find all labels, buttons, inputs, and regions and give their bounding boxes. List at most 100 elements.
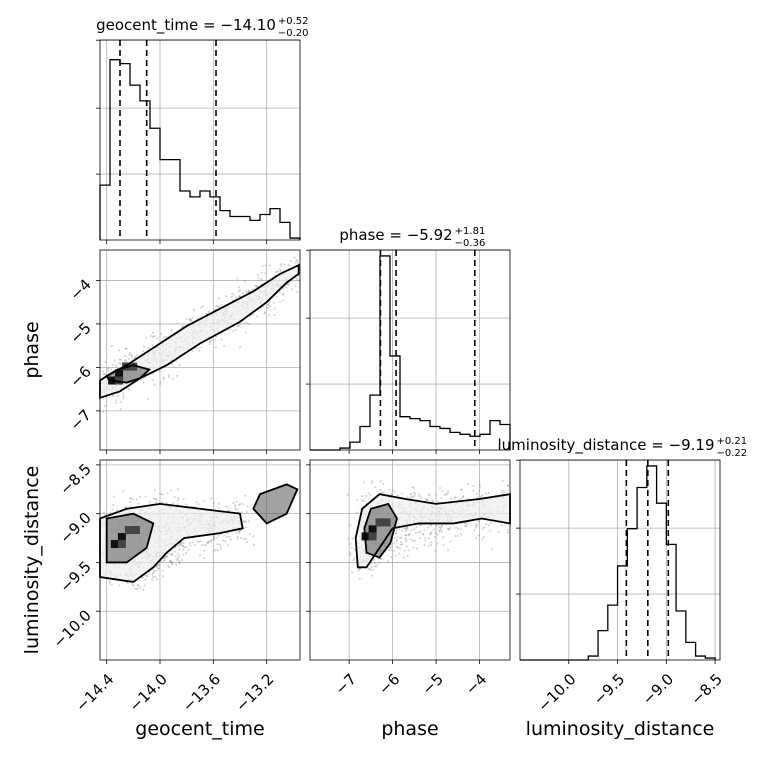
sample-point [207, 310, 210, 313]
sample-point [459, 528, 462, 531]
sample-point [173, 496, 176, 499]
sample-point [218, 506, 221, 509]
sample-point [351, 537, 354, 540]
sample-point [157, 567, 160, 570]
sample-point [171, 563, 174, 566]
sample-point [438, 525, 441, 528]
sample-point [349, 542, 352, 545]
sample-point [235, 508, 238, 511]
sample-point [373, 565, 376, 568]
sample-point [214, 548, 217, 551]
sample-point [179, 542, 182, 545]
sample-point [501, 524, 504, 527]
sample-point [272, 301, 275, 304]
sample-point [412, 495, 415, 498]
sample-point [166, 492, 169, 495]
xtick-label-luminosity_distance: −8.5 [687, 670, 725, 708]
sample-point [171, 553, 174, 556]
sample-point [151, 344, 154, 347]
density-fill [106, 513, 154, 563]
sample-point [208, 342, 211, 345]
sample-point [235, 277, 238, 280]
sample-point [191, 350, 194, 353]
sample-point [245, 510, 248, 513]
sample-point [103, 373, 106, 376]
sample-point [380, 557, 383, 560]
sample-point [118, 584, 121, 587]
sample-point [103, 405, 106, 408]
sample-point [232, 330, 235, 333]
sample-point [395, 532, 398, 535]
sample-point [159, 382, 162, 385]
sample-point [122, 490, 125, 493]
sample-point [120, 362, 123, 365]
sample-point [477, 489, 480, 492]
sample-point [403, 549, 406, 552]
sample-point [436, 542, 439, 545]
ytick-label-phase: −7 [66, 406, 94, 434]
sample-point [199, 554, 202, 557]
sample-point [167, 374, 170, 377]
sample-point [182, 541, 185, 544]
sample-point [487, 524, 490, 527]
sample-point [118, 349, 121, 352]
sample-point [399, 543, 402, 546]
sample-point [401, 492, 404, 495]
sample-point [243, 520, 246, 523]
sample-point [349, 553, 352, 556]
sample-point [252, 535, 255, 538]
xtick-label-phase: −6 [375, 670, 403, 698]
sample-point [174, 555, 177, 558]
sample-point [142, 588, 145, 591]
title-lower-error: −0.20 [278, 28, 309, 39]
sample-point [449, 540, 452, 543]
sample-point [446, 493, 449, 496]
sample-point [394, 532, 397, 535]
sample-point [227, 328, 230, 331]
sample-point [176, 488, 179, 491]
sample-point [382, 482, 385, 485]
sample-point [223, 344, 226, 347]
sample-point [110, 583, 113, 586]
density-cell [110, 540, 119, 549]
sample-point [381, 491, 384, 494]
sample-point [224, 540, 227, 543]
sample-point [440, 525, 443, 528]
sample-point [237, 325, 240, 328]
sample-point [436, 533, 439, 536]
sample-point [379, 480, 382, 483]
sample-point [507, 484, 510, 487]
sample-point [346, 493, 349, 496]
sample-point [389, 549, 392, 552]
density-cell [124, 526, 133, 535]
sample-point [244, 494, 247, 497]
xtick-label-luminosity_distance: −9.0 [639, 670, 677, 708]
sample-point [242, 292, 245, 295]
sample-point [395, 529, 398, 532]
sample-point [151, 579, 154, 582]
sample-point [372, 559, 375, 562]
sample-point [490, 521, 493, 524]
sample-point [244, 526, 247, 529]
sample-point [159, 380, 162, 383]
sample-point [245, 321, 248, 324]
sample-point [153, 383, 156, 386]
sample-point [178, 559, 181, 562]
hist-panel-geocent_time [96, 39, 301, 244]
sample-point [213, 549, 216, 552]
sample-point [390, 493, 393, 496]
sample-point [185, 503, 188, 506]
sample-point [187, 548, 190, 551]
sample-point [405, 540, 408, 543]
sample-point [151, 572, 154, 575]
sample-point [239, 537, 242, 540]
density-cell [117, 533, 126, 542]
sample-point [171, 502, 174, 505]
sample-point [163, 336, 166, 339]
sample-point [260, 271, 263, 274]
sample-point [465, 525, 468, 528]
sample-point [264, 264, 267, 267]
sample-point [252, 313, 255, 316]
sample-point [273, 307, 276, 310]
sample-point [402, 527, 405, 530]
